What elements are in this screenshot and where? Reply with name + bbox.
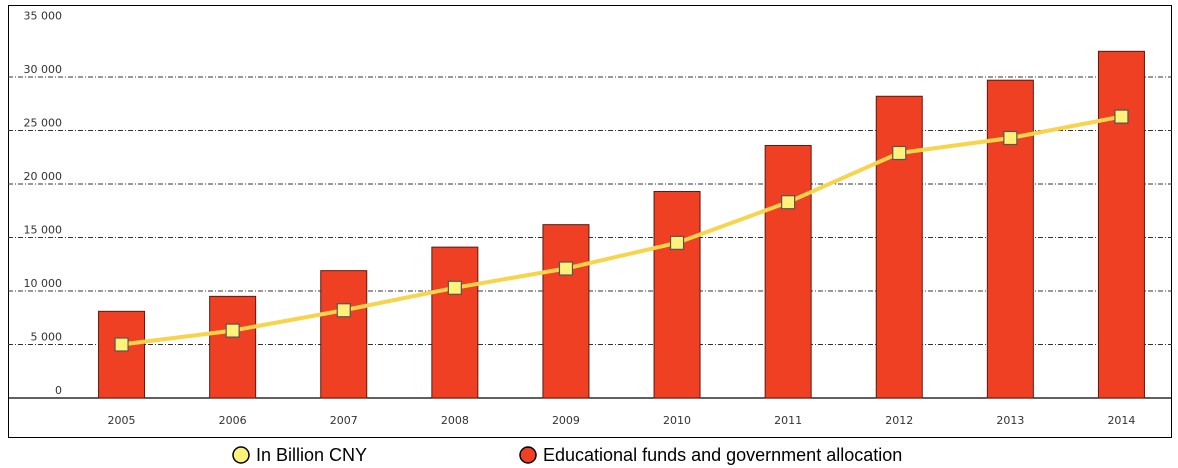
line-marker	[781, 195, 796, 210]
bar	[986, 79, 1034, 399]
y-tick-label: 5 000	[31, 331, 63, 344]
line-marker	[1003, 130, 1018, 146]
legend-swatch	[232, 446, 250, 464]
bar	[653, 190, 701, 399]
line-marker	[114, 337, 129, 352]
bar	[1097, 50, 1145, 399]
x-tick-label: 2010	[663, 414, 691, 427]
bar	[209, 295, 257, 399]
y-tick-label: 0	[55, 384, 62, 397]
line-marker	[669, 235, 685, 250]
x-tick-label: 2014	[1107, 414, 1135, 427]
line-marker	[447, 280, 462, 295]
line-marker	[1114, 109, 1129, 124]
line	[121, 114, 1122, 347]
x-tick-label: 2013	[996, 414, 1024, 427]
bar	[542, 224, 590, 399]
y-tick-label: 20 000	[24, 170, 63, 183]
x-tick-label: 2005	[108, 414, 136, 427]
x-tick-label: 2011	[774, 414, 802, 427]
x-tick-label: 2008	[441, 414, 469, 427]
legend: In Billion CNY Educational funds and gove…	[232, 445, 902, 465]
legend-label: Educational funds and government allocat…	[543, 445, 902, 465]
bar	[320, 270, 368, 399]
y-tick-label: 30 000	[24, 63, 63, 76]
bar	[764, 144, 812, 399]
x-tick-label: 2012	[885, 414, 913, 427]
y-tick-label: 25 000	[24, 117, 63, 130]
bar	[875, 95, 923, 399]
line-marker	[892, 145, 907, 161]
y-tick-label: 35 000	[24, 10, 63, 23]
x-tick-label: 2009	[552, 414, 580, 427]
bar	[431, 246, 479, 399]
line-marker	[225, 323, 240, 338]
x-tick-label: 2006	[219, 414, 247, 427]
y-tick-label: 15 000	[24, 224, 63, 237]
bar	[98, 310, 146, 399]
legend-swatch	[519, 446, 537, 464]
y-tick-label: 10 000	[24, 277, 63, 290]
line-marker	[336, 303, 351, 318]
legend-label: In Billion CNY	[256, 445, 367, 465]
x-tick-label: 2007	[330, 414, 358, 427]
frame	[8, 5, 1172, 438]
line-marker	[558, 261, 574, 276]
